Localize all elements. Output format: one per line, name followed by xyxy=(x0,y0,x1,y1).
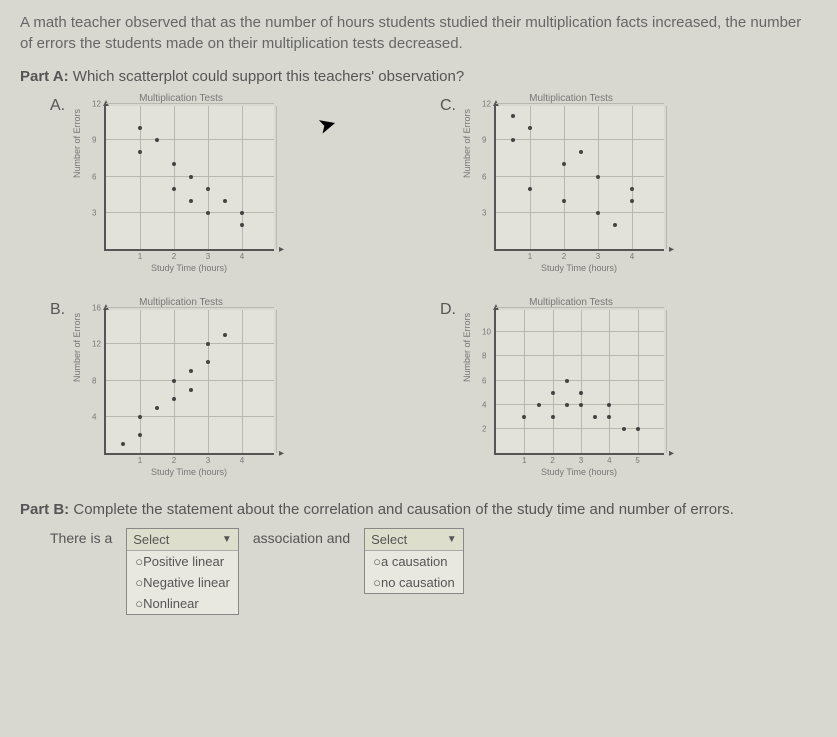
data-point xyxy=(155,138,159,142)
data-point xyxy=(511,114,515,118)
plot-d: Multiplication Tests▲▸12345246810Number … xyxy=(466,297,676,487)
data-point xyxy=(596,211,600,215)
select-causation-header[interactable]: Select ▼ xyxy=(365,529,463,551)
data-point xyxy=(528,126,532,130)
plot-b: Multiplication Tests▲▸1234481216Number o… xyxy=(76,297,286,487)
data-point xyxy=(630,187,634,191)
data-point xyxy=(565,379,569,383)
data-point xyxy=(189,388,193,392)
part-a-text: Which scatterplot could support this tea… xyxy=(73,68,464,85)
y-axis-label: Number of Errors xyxy=(72,313,82,382)
plot-cell-a[interactable]: A. Multiplication Tests▲▸123436912Number… xyxy=(50,93,380,283)
data-point xyxy=(172,379,176,383)
data-point xyxy=(206,360,210,364)
data-point xyxy=(138,415,142,419)
part-b-bold: Part B: xyxy=(20,501,69,518)
part-b-form: There is a Select ▼ ○Positive linear ○Ne… xyxy=(50,528,817,615)
data-point xyxy=(613,223,617,227)
plot-cell-b[interactable]: B. Multiplication Tests▲▸1234481216Numbe… xyxy=(50,297,380,487)
data-point xyxy=(593,415,597,419)
plot-c: Multiplication Tests▲▸123436912Number of… xyxy=(466,93,676,283)
chevron-down-icon: ▼ xyxy=(222,534,232,545)
data-point xyxy=(579,403,583,407)
data-point xyxy=(240,223,244,227)
data-point xyxy=(511,138,515,142)
option-positive-linear[interactable]: ○Positive linear xyxy=(127,551,238,572)
chart-area: ▲▸1234481216 xyxy=(104,310,274,455)
data-point xyxy=(121,442,125,446)
chevron-down-icon: ▼ xyxy=(447,534,457,545)
data-point xyxy=(607,403,611,407)
part-a-label: Part A: Which scatterplot could support … xyxy=(20,68,817,85)
data-point xyxy=(138,433,142,437)
option-negative-linear[interactable]: ○Negative linear xyxy=(127,572,238,593)
plot-a: Multiplication Tests▲▸123436912Number of… xyxy=(76,93,286,283)
chart-area: ▲▸123436912 xyxy=(494,106,664,251)
scatterplot-grid: A. Multiplication Tests▲▸123436912Number… xyxy=(50,93,770,487)
data-point xyxy=(551,391,555,395)
data-point xyxy=(155,406,159,410)
data-point xyxy=(562,162,566,166)
data-point xyxy=(636,427,640,431)
data-point xyxy=(630,199,634,203)
lead-text: There is a xyxy=(50,528,112,546)
data-point xyxy=(607,415,611,419)
select1-header-text: Select xyxy=(133,532,169,547)
x-axis-label: Study Time (hours) xyxy=(104,263,274,273)
data-point xyxy=(622,427,626,431)
data-point xyxy=(206,187,210,191)
x-axis-label: Study Time (hours) xyxy=(104,467,274,477)
data-point xyxy=(138,150,142,154)
data-point xyxy=(223,199,227,203)
select2-header-text: Select xyxy=(371,532,407,547)
option-no-causation[interactable]: ○no causation xyxy=(365,572,463,593)
select-causation[interactable]: Select ▼ ○a causation ○no causation xyxy=(364,528,464,594)
question-intro: A math teacher observed that as the numb… xyxy=(20,12,817,54)
y-axis-label: Number of Errors xyxy=(462,109,472,178)
data-point xyxy=(138,126,142,130)
data-point xyxy=(596,175,600,179)
data-point xyxy=(579,150,583,154)
plot-cell-c[interactable]: C. Multiplication Tests▲▸123436912Number… xyxy=(440,93,770,283)
select-association[interactable]: Select ▼ ○Positive linear ○Negative line… xyxy=(126,528,239,615)
option-a-causation[interactable]: ○a causation xyxy=(365,551,463,572)
data-point xyxy=(551,415,555,419)
x-axis-label: Study Time (hours) xyxy=(494,467,664,477)
y-axis-label: Number of Errors xyxy=(462,313,472,382)
data-point xyxy=(528,187,532,191)
data-point xyxy=(189,199,193,203)
data-point xyxy=(223,333,227,337)
data-point xyxy=(565,403,569,407)
x-axis-label: Study Time (hours) xyxy=(494,263,664,273)
data-point xyxy=(522,415,526,419)
option-nonlinear[interactable]: ○Nonlinear xyxy=(127,593,238,614)
data-point xyxy=(537,403,541,407)
part-b-label: Part B: Complete the statement about the… xyxy=(20,501,817,518)
data-point xyxy=(206,342,210,346)
data-point xyxy=(579,391,583,395)
data-point xyxy=(189,175,193,179)
y-axis-label: Number of Errors xyxy=(72,109,82,178)
part-b-text: Complete the statement about the correla… xyxy=(73,501,733,518)
data-point xyxy=(172,162,176,166)
plot-cell-d[interactable]: D. Multiplication Tests▲▸12345246810Numb… xyxy=(440,297,770,487)
mid-text: association and xyxy=(253,530,350,546)
data-point xyxy=(189,369,193,373)
part-a-bold: Part A: xyxy=(20,68,69,85)
data-point xyxy=(206,211,210,215)
data-point xyxy=(240,211,244,215)
chart-area: ▲▸12345246810 xyxy=(494,310,664,455)
data-point xyxy=(172,397,176,401)
data-point xyxy=(562,199,566,203)
data-point xyxy=(172,187,176,191)
chart-area: ▲▸123436912 xyxy=(104,106,274,251)
select-association-header[interactable]: Select ▼ xyxy=(127,529,238,551)
